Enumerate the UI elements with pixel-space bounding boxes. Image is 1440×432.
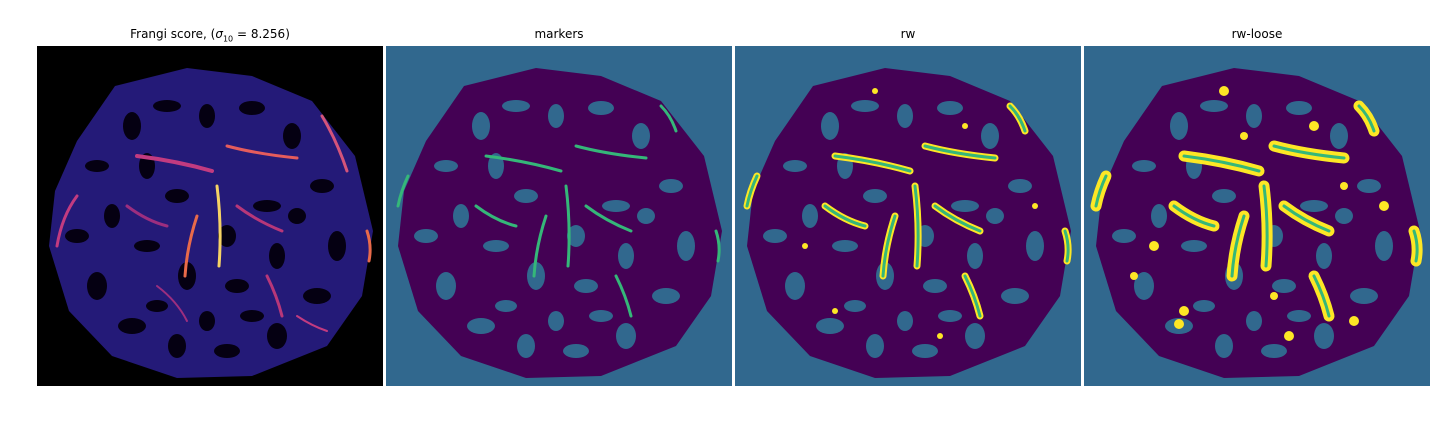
rw-loose-image xyxy=(1084,46,1430,386)
rw-image xyxy=(735,46,1081,386)
panel-title-markers: markers xyxy=(534,27,584,41)
markers-image xyxy=(386,46,732,386)
panel-title-rw: rw xyxy=(900,27,916,41)
panel-title-frangi: Frangi score, (σ10 = 8.256) xyxy=(130,27,290,44)
panel-title-rw-loose: rw-loose xyxy=(1231,27,1283,41)
frangi-score-image xyxy=(37,46,383,386)
